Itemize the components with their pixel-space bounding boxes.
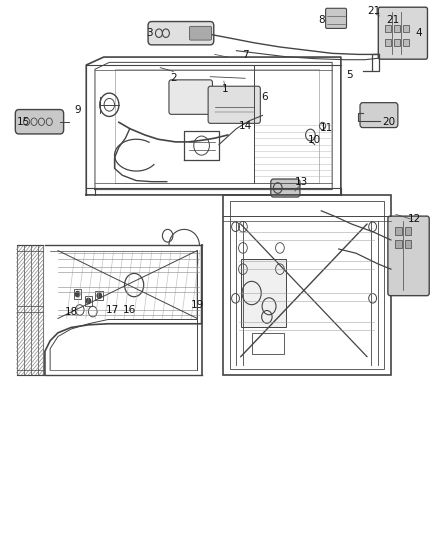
FancyBboxPatch shape bbox=[15, 110, 64, 134]
Text: 18: 18 bbox=[64, 306, 78, 317]
Bar bbox=[95, 291, 103, 301]
Text: 15: 15 bbox=[17, 117, 30, 127]
Text: 13: 13 bbox=[295, 176, 308, 187]
FancyBboxPatch shape bbox=[360, 103, 398, 127]
Text: 1: 1 bbox=[222, 84, 229, 94]
Bar bbox=[230, 201, 385, 369]
Text: 14: 14 bbox=[238, 121, 252, 131]
Text: 6: 6 bbox=[261, 92, 268, 102]
Bar bbox=[403, 39, 409, 46]
FancyBboxPatch shape bbox=[208, 86, 260, 123]
Text: 17: 17 bbox=[106, 305, 119, 315]
Bar bbox=[394, 39, 400, 46]
Circle shape bbox=[75, 292, 80, 297]
Text: 7: 7 bbox=[242, 51, 248, 60]
FancyBboxPatch shape bbox=[189, 26, 212, 40]
Text: 10: 10 bbox=[308, 135, 321, 146]
Bar bbox=[252, 333, 284, 354]
Text: 21: 21 bbox=[386, 15, 400, 25]
Bar bbox=[241, 259, 286, 327]
FancyBboxPatch shape bbox=[148, 21, 214, 45]
Text: 20: 20 bbox=[382, 117, 396, 127]
Text: 19: 19 bbox=[191, 300, 204, 310]
Text: 11: 11 bbox=[320, 123, 334, 133]
Bar bbox=[394, 25, 400, 32]
Circle shape bbox=[86, 298, 91, 304]
Bar bbox=[223, 195, 391, 375]
Bar bbox=[405, 227, 411, 235]
FancyBboxPatch shape bbox=[378, 7, 427, 59]
Bar bbox=[405, 240, 411, 248]
Text: 4: 4 bbox=[416, 28, 423, 38]
Text: 21: 21 bbox=[367, 6, 380, 16]
Text: 3: 3 bbox=[146, 28, 153, 38]
Text: 5: 5 bbox=[346, 70, 353, 79]
Text: 9: 9 bbox=[74, 105, 81, 115]
FancyBboxPatch shape bbox=[325, 9, 346, 28]
Text: 8: 8 bbox=[318, 15, 325, 25]
Bar bbox=[74, 289, 81, 299]
Bar bbox=[85, 296, 92, 306]
Bar bbox=[403, 25, 409, 32]
Circle shape bbox=[97, 293, 102, 298]
Text: 2: 2 bbox=[170, 73, 177, 83]
Bar bbox=[385, 25, 391, 32]
Text: 12: 12 bbox=[408, 214, 421, 224]
FancyBboxPatch shape bbox=[169, 80, 212, 114]
Bar bbox=[395, 227, 402, 235]
Bar bbox=[395, 240, 402, 248]
Bar bbox=[17, 245, 43, 375]
FancyBboxPatch shape bbox=[271, 179, 300, 197]
Text: 16: 16 bbox=[123, 305, 136, 315]
Bar bbox=[385, 39, 391, 46]
FancyBboxPatch shape bbox=[388, 216, 429, 296]
